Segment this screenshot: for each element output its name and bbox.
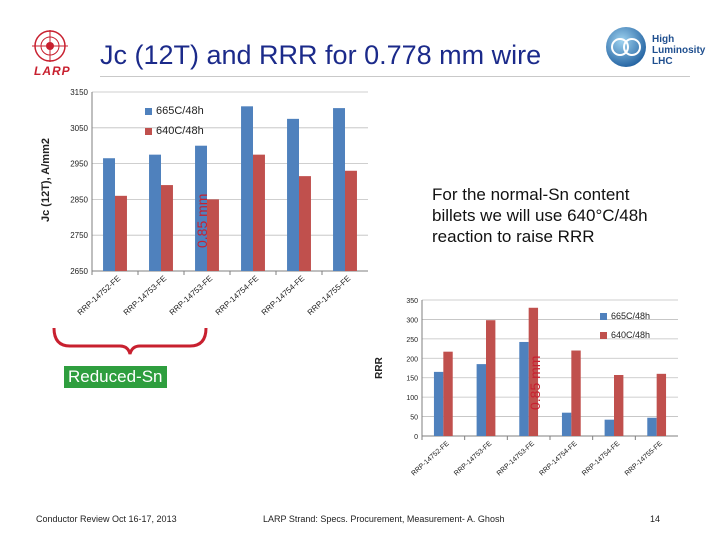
x-category-label: RRP-14753-FE: [496, 440, 536, 477]
bar-665c: [149, 154, 161, 271]
title-divider: [100, 76, 690, 77]
bar-640c: [443, 351, 453, 436]
x-category-label: RRP-14754-FE: [260, 274, 307, 317]
x-category-label: RRP-14752-FE: [410, 440, 450, 477]
legend-label: 640C/48h: [611, 330, 650, 340]
note-text: For the normal-Sn content billets we wil…: [432, 185, 648, 246]
footer-left: Conductor Review Oct 16-17, 2013: [36, 514, 177, 524]
legend-swatch: [600, 332, 607, 339]
larp-label: LARP: [34, 64, 71, 78]
legend-swatch: [145, 108, 152, 115]
hl-lhc-emblem-icon: [606, 27, 646, 67]
mm-label-jc-chart: 0.85 mm: [194, 193, 210, 248]
y-tick-label: 50: [410, 415, 418, 422]
bar-640c: [207, 199, 219, 271]
bar-640c: [115, 195, 127, 271]
bar-640c: [345, 170, 357, 271]
legend-label: 665C/48h: [611, 311, 650, 321]
legend-swatch: [600, 313, 607, 320]
x-category-label: RRP-14754-FE: [581, 440, 621, 477]
page-number: 14: [650, 514, 661, 524]
y-tick-label: 350: [406, 298, 418, 305]
bar-665c: [561, 412, 572, 436]
x-category-label: RRP-14754-FE: [214, 274, 261, 317]
hl-lhc-logo: [600, 24, 652, 70]
reduced-sn-label: Reduced-Sn: [64, 366, 167, 388]
bar-640c: [528, 307, 539, 436]
bar-665c: [476, 364, 486, 436]
bar-665c: [333, 108, 345, 271]
y-tick-label: 150: [406, 376, 418, 383]
hl-line-3: LHC: [652, 56, 673, 67]
x-category-label: RRP-14753-FE: [453, 440, 493, 477]
x-category-label: RRP-14752-FE: [76, 274, 123, 317]
y-tick-label: 100: [406, 395, 418, 402]
page-title: Jc (12T) and RRR for 0.778 mm wire: [100, 40, 542, 70]
y-tick-label: 2750: [70, 231, 88, 240]
reduced-sn-bracket: [52, 327, 208, 355]
larp-logo: [28, 28, 72, 72]
bar-665c: [433, 371, 444, 436]
legend-swatch: [145, 128, 152, 135]
hl-lhc-text: High Luminosity LHC: [652, 34, 705, 67]
y-tick-label: 3150: [70, 88, 88, 97]
bar-665c: [519, 341, 529, 436]
y-tick-label: 2650: [70, 267, 88, 276]
hl-line-1: High: [652, 34, 675, 45]
y-tick-label: 2850: [70, 195, 88, 204]
y-tick-label: 0: [414, 434, 418, 441]
hl-line-2: Luminosity: [652, 45, 706, 56]
legend-label: 640C/48h: [156, 125, 204, 137]
x-category-label: RRP-14755-FE: [306, 274, 353, 317]
x-category-label: RRP-14753-FE: [168, 274, 215, 317]
bar-665c: [241, 106, 253, 271]
y-tick-label: 2950: [70, 160, 88, 169]
y-axis-label: Jc (12T), A/mm2: [40, 138, 52, 222]
y-tick-label: 250: [406, 337, 418, 344]
bar-665c: [195, 145, 207, 271]
bar-665c: [647, 417, 657, 436]
larp-emblem-icon: [32, 30, 68, 62]
x-category-label: RRP-14753-FE: [122, 274, 169, 317]
mm-label-rrr-chart: 0.85 mm: [527, 355, 543, 410]
y-tick-label: 300: [406, 317, 418, 324]
bar-640c: [486, 320, 496, 436]
bar-640c: [614, 374, 624, 436]
x-category-label: RRP-14754-FE: [538, 440, 578, 477]
bar-665c: [287, 118, 299, 271]
bar-665c: [604, 419, 614, 436]
bar-640c: [253, 154, 265, 271]
x-category-label: RRP-14755-FE: [624, 440, 664, 477]
bar-640c: [571, 350, 581, 436]
footer-center: LARP Strand: Specs. Procurement, Measure…: [263, 514, 505, 524]
bar-640c: [656, 373, 667, 436]
bar-640c: [161, 185, 173, 271]
legend-label: 665C/48h: [156, 105, 204, 117]
bar-640c: [299, 176, 311, 271]
y-tick-label: 200: [406, 356, 418, 363]
y-axis-label: RRR: [374, 356, 385, 378]
bar-665c: [103, 158, 115, 271]
y-tick-label: 3050: [70, 124, 88, 133]
